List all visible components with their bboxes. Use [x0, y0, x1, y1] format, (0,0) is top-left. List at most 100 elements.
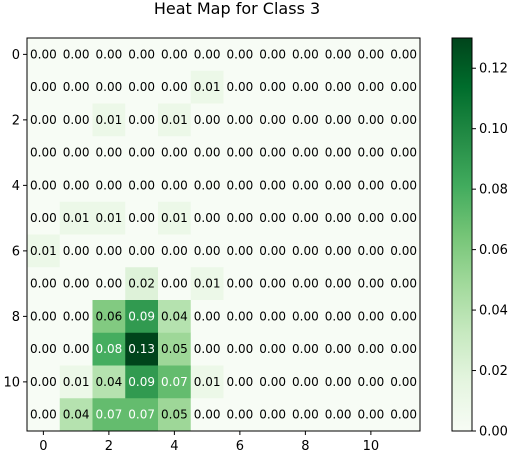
- cell-value-label: 0.00: [390, 342, 417, 356]
- heatmap-cell: [354, 234, 388, 268]
- heatmap-cell: [125, 365, 159, 399]
- cell-value-label: 0.00: [259, 375, 286, 389]
- heatmap-cell: [125, 103, 159, 137]
- heatmap-cell: [158, 70, 192, 104]
- heatmap-cell: [321, 267, 355, 301]
- cell-value-label: 0.00: [194, 178, 221, 192]
- heatmap-cell: [125, 70, 159, 104]
- cell-value-label: 0.00: [358, 277, 385, 291]
- cell-value-label: 0.04: [63, 408, 90, 422]
- colorbar-tick-label: 0.08: [479, 183, 508, 198]
- cell-value-label: 0.00: [325, 80, 352, 94]
- heatmap-cell: [256, 38, 290, 72]
- heatmap-cell: [158, 136, 192, 170]
- heatmap-cell: [190, 38, 224, 72]
- heatmap-cell: [321, 38, 355, 72]
- cell-value-label: 0.09: [128, 375, 155, 389]
- cell-value-label: 0.00: [161, 277, 188, 291]
- heatmap-cell: [27, 169, 61, 203]
- colorbar: [451, 37, 473, 432]
- heatmap-cell: [223, 201, 257, 235]
- cell-value-label: 0.00: [63, 309, 90, 323]
- cell-value-label: 0.05: [161, 342, 188, 356]
- cell-value-label: 0.00: [227, 309, 254, 323]
- cell-value-label: 0.00: [96, 47, 123, 61]
- cell-value-label: 0.04: [161, 309, 188, 323]
- cell-value-label: 0.00: [63, 277, 90, 291]
- cell-value-label: 0.00: [292, 146, 319, 160]
- heatmap-cell: [190, 267, 224, 301]
- heatmap-cell: [27, 267, 61, 301]
- cell-annotations: 0.00 0.00 0.00 0.00 0.00 0.00 0.00 0.00 0.00 0.00…: [30, 47, 417, 421]
- heatmap-cell: [289, 38, 323, 72]
- cell-value-label: 0.01: [161, 211, 188, 225]
- cell-value-label: 0.01: [63, 375, 90, 389]
- heatmap-cell: [321, 300, 355, 334]
- heatmap-cell: [354, 300, 388, 334]
- heatmap-cell: [387, 136, 421, 170]
- heatmap-cell: [387, 201, 421, 235]
- heatmap-cell: [158, 398, 192, 432]
- heatmap-cell: [92, 398, 126, 432]
- heatmap-cell: [125, 267, 159, 301]
- heatmap-cell: [59, 234, 93, 268]
- heatmap-cell: [387, 234, 421, 268]
- cell-value-label: 0.00: [292, 80, 319, 94]
- cell-value-label: 0.00: [30, 211, 57, 225]
- heatmap-cell: [190, 201, 224, 235]
- heatmap-cell: [92, 136, 126, 170]
- heatmap-cell: [289, 201, 323, 235]
- heatmap-cell: [256, 267, 290, 301]
- heatmap-cell: [125, 201, 159, 235]
- cell-value-label: 0.00: [96, 146, 123, 160]
- cell-value-label: 0.07: [96, 408, 123, 422]
- cell-value-label: 0.00: [292, 178, 319, 192]
- cell-value-label: 0.00: [161, 146, 188, 160]
- plot-frame: [26, 37, 421, 432]
- cell-value-label: 0.00: [325, 211, 352, 225]
- cell-value-label: 0.00: [358, 309, 385, 323]
- cell-value-label: 0.00: [128, 244, 155, 258]
- heatmap-cell: [223, 267, 257, 301]
- heatmap-cell: [59, 300, 93, 334]
- heatmap-cell: [92, 169, 126, 203]
- cell-value-label: 0.00: [390, 309, 417, 323]
- cell-value-label: 0.00: [390, 178, 417, 192]
- cell-value-label: 0.00: [390, 277, 417, 291]
- cell-value-label: 0.00: [30, 309, 57, 323]
- heatmap-cell: [256, 70, 290, 104]
- colorbar-tick-label: 0.00: [479, 425, 508, 440]
- cell-value-label: 0.00: [63, 342, 90, 356]
- cell-value-label: 0.00: [63, 47, 90, 61]
- cell-value-label: 0.00: [194, 342, 221, 356]
- heatmap-cell: [354, 398, 388, 432]
- heatmap-cell: [223, 300, 257, 334]
- cell-value-label: 0.00: [358, 146, 385, 160]
- heatmap-cell: [158, 103, 192, 137]
- cell-value-label: 0.00: [292, 309, 319, 323]
- cell-value-label: 0.00: [259, 342, 286, 356]
- cell-value-label: 0.00: [96, 80, 123, 94]
- heatmap-cell: [59, 332, 93, 366]
- cell-value-label: 0.00: [227, 80, 254, 94]
- heatmap-cell: [223, 365, 257, 399]
- cell-value-label: 0.00: [390, 244, 417, 258]
- cell-value-label: 0.00: [194, 408, 221, 422]
- cell-value-label: 0.01: [194, 375, 221, 389]
- cell-value-label: 0.00: [358, 178, 385, 192]
- heatmap-cell: [289, 169, 323, 203]
- x-tick-label: 2: [105, 439, 113, 454]
- cell-value-label: 0.00: [194, 244, 221, 258]
- cell-value-label: 0.00: [30, 113, 57, 127]
- heatmap-cell: [92, 300, 126, 334]
- cell-value-label: 0.00: [292, 244, 319, 258]
- cell-value-label: 0.00: [358, 342, 385, 356]
- heatmap-cell: [223, 38, 257, 72]
- cell-value-label: 0.00: [30, 408, 57, 422]
- heatmap-cell: [256, 201, 290, 235]
- cell-value-label: 0.00: [259, 211, 286, 225]
- cell-value-label: 0.00: [292, 113, 319, 127]
- heatmap-cell: [27, 201, 61, 235]
- cell-value-label: 0.00: [390, 211, 417, 225]
- heatmap-cell: [92, 38, 126, 72]
